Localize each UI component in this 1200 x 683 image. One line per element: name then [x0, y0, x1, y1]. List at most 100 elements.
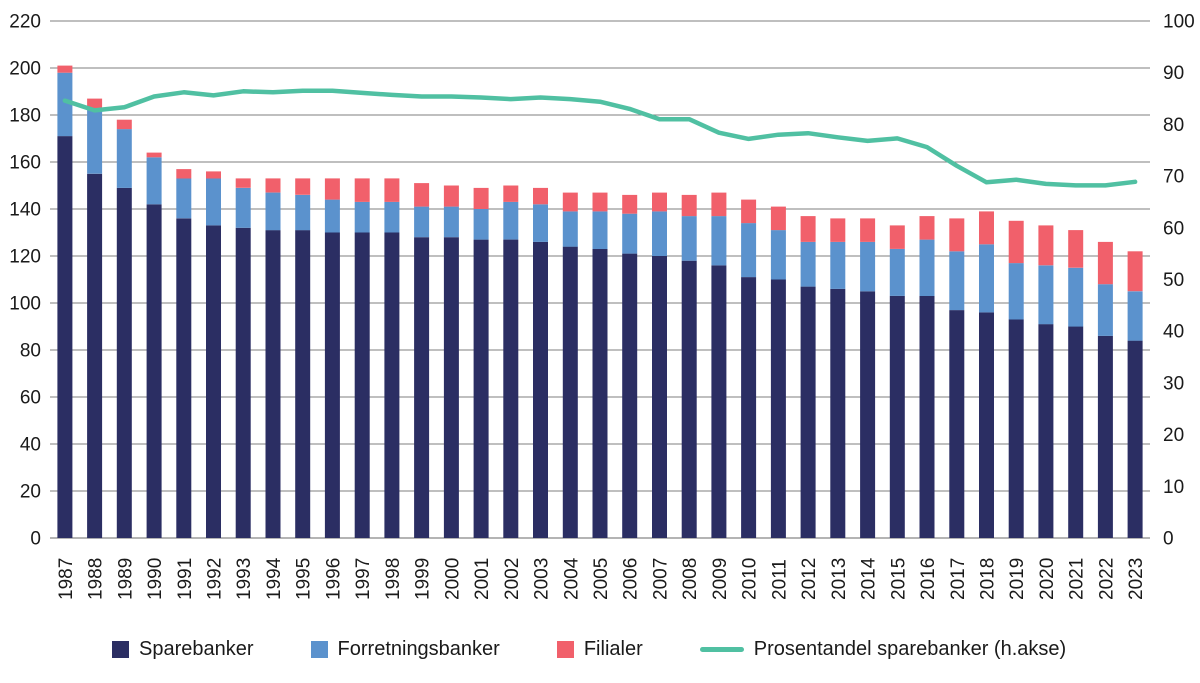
bar-segment-filialer — [741, 199, 757, 224]
filialer-swatch-icon — [556, 641, 574, 658]
bar-segment-filialer — [414, 183, 430, 207]
bar-segment-filialer — [176, 169, 192, 179]
bar-segment-filialer — [443, 185, 459, 207]
bar-segment-forretningsbanker — [889, 248, 905, 296]
bar-segment-sparebanker — [324, 232, 340, 538]
legend-item-forretningsbanker: Forretningsbanker — [310, 638, 500, 661]
bar-segment-filialer — [681, 194, 697, 217]
left-tick-label: 80 — [20, 341, 41, 362]
bar-segment-forretningsbanker — [354, 201, 370, 233]
bar-segment-forretningsbanker — [1008, 263, 1024, 320]
x-tick-label: 1998 — [383, 558, 404, 600]
bar-segment-filialer — [87, 98, 103, 108]
bar-segment-sparebanker — [681, 260, 697, 538]
bar-segment-filialer — [1008, 220, 1024, 264]
bar-segment-forretningsbanker — [473, 209, 489, 240]
x-tick-label: 1996 — [323, 558, 344, 600]
bar-segment-sparebanker — [889, 295, 905, 538]
bar-segment-forretningsbanker — [592, 211, 608, 249]
x-tick-label: 2001 — [472, 558, 493, 600]
right-tick-label: 60 — [1163, 218, 1184, 239]
left-tick-label: 40 — [20, 435, 41, 456]
bar-segment-filialer — [473, 187, 489, 209]
bar-segment-forretningsbanker — [87, 107, 103, 174]
bar-segment-filialer — [1127, 251, 1143, 292]
x-tick-label: 2016 — [918, 558, 939, 600]
bar-segment-sparebanker — [1038, 324, 1054, 538]
bar-segment-filialer — [384, 178, 400, 202]
bar-segment-forretningsbanker — [57, 72, 73, 137]
legend-item-sparebanker: Sparebanker — [112, 638, 254, 661]
bar-segment-filialer — [592, 192, 608, 212]
x-axis-labels: 1987 1988 1989 1990 1991 1992 1993 1994 1995 1996… — [56, 557, 1147, 600]
right-tick-label: 70 — [1163, 167, 1184, 188]
bar-segment-filialer — [1038, 225, 1054, 266]
bar-segment-filialer — [206, 171, 221, 179]
x-tick-label: 1989 — [115, 558, 136, 600]
x-tick-label: 2020 — [1037, 558, 1058, 600]
bar-segment-filialer — [622, 194, 638, 214]
bar-segment-filialer — [57, 65, 73, 73]
bar-segment-filialer — [146, 152, 162, 158]
left-tick-label: 160 — [9, 153, 41, 174]
bar-segment-sparebanker — [711, 265, 727, 538]
bar-segment-forretningsbanker — [533, 204, 548, 242]
bar-segment-sparebanker — [830, 288, 846, 538]
bar-segment-sparebanker — [1127, 340, 1143, 538]
bar-segment-forretningsbanker — [414, 206, 430, 238]
bar-segment-forretningsbanker — [146, 157, 162, 205]
left-tick-label: 140 — [9, 200, 41, 221]
left-tick-label: 20 — [20, 482, 41, 503]
bar-segment-filialer — [533, 187, 548, 205]
x-tick-label: 2023 — [1126, 558, 1147, 600]
right-tick-label: 90 — [1163, 63, 1184, 84]
x-tick-label: 2004 — [561, 557, 582, 600]
x-tick-label: 1995 — [294, 558, 315, 600]
x-tick-label: 2021 — [1067, 558, 1088, 600]
bar-segment-forretningsbanker — [265, 192, 281, 231]
x-tick-label: 1990 — [145, 558, 166, 600]
x-tick-label: 2010 — [740, 558, 761, 600]
bar-segment-forretningsbanker — [681, 216, 697, 261]
bar-segment-sparebanker — [860, 291, 876, 539]
legend-label-prosentandel: Prosentandel sparebanker (h.akse) — [753, 638, 1067, 660]
bar-segment-forretningsbanker — [949, 251, 965, 311]
chart-legend: Sparebanker Forretningsbanker Filialer P… — [112, 638, 1066, 661]
bar-segment-sparebanker — [206, 225, 221, 538]
right-tick-label: 30 — [1163, 373, 1184, 394]
bar-segment-forretningsbanker — [206, 178, 221, 226]
bar-segment-forretningsbanker — [1127, 291, 1143, 341]
x-tick-label: 2014 — [859, 557, 880, 600]
bar-segment-forretningsbanker — [1068, 267, 1084, 327]
x-tick-label: 2018 — [978, 558, 999, 600]
bar-segment-filialer — [324, 178, 340, 200]
prosentandel-line-icon — [699, 647, 744, 652]
sparebanker-swatch-icon — [112, 641, 129, 658]
bar-segment-forretningsbanker — [443, 206, 459, 238]
x-tick-label: 2008 — [680, 558, 701, 600]
bar-segment-sparebanker — [57, 136, 73, 538]
bar-segment-forretningsbanker — [800, 241, 816, 287]
bar-segment-filialer — [652, 192, 667, 212]
x-tick-label: 2017 — [948, 558, 969, 600]
bar-segment-filialer — [919, 216, 935, 240]
bar-segment-filialer — [830, 218, 846, 242]
left-axis-labels: 0 20 40 60 80 100 120 140 160 180 200 220 — [9, 12, 41, 550]
bar-segment-filialer — [116, 119, 132, 130]
bar-segment-forretningsbanker — [503, 201, 519, 240]
bar-segment-forretningsbanker — [860, 241, 876, 292]
percent-line-series — [62, 88, 1138, 188]
bar-segment-sparebanker — [533, 241, 548, 538]
bar-segment-filialer — [800, 216, 816, 242]
bar-segment-sparebanker — [176, 218, 192, 538]
left-tick-label: 120 — [9, 247, 41, 268]
bars-layer — [57, 65, 1143, 539]
bar-segment-filialer — [949, 218, 965, 252]
x-tick-label: 1991 — [175, 558, 196, 600]
bar-segment-filialer — [979, 211, 994, 245]
bar-segment-forretningsbanker — [562, 211, 578, 247]
bar-segment-forretningsbanker — [1097, 284, 1113, 336]
bar-segment-sparebanker — [503, 239, 519, 538]
x-tick-label: 1988 — [86, 558, 107, 600]
